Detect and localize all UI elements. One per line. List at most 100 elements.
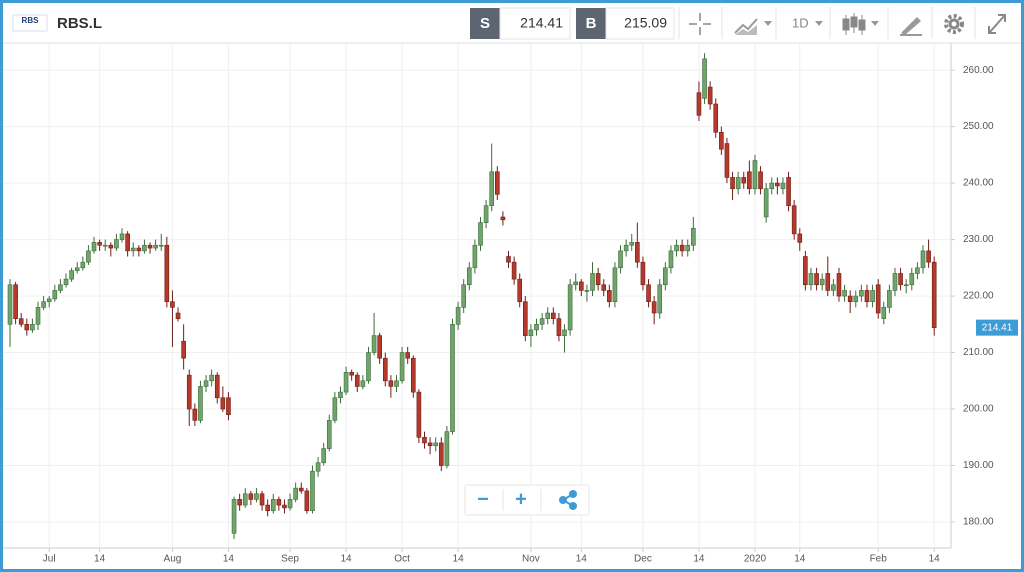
fullscreen-button[interactable] [988,14,1006,34]
timeframe-button[interactable]: 1D [792,15,823,30]
candle-body [7,284,13,325]
candle-body [74,267,80,271]
candle-body [86,250,91,263]
candle-body [679,244,685,252]
x-tick-label: Sep [281,554,299,565]
candle-body [130,247,136,252]
candle-body [545,312,551,319]
candle-body [214,374,220,399]
candle-body [13,284,18,319]
candle-body [707,86,713,105]
x-tick-label: Nov [522,554,540,565]
candle-body [433,442,438,447]
candle-body [265,504,270,512]
candle-body [881,307,887,319]
candle-body [30,324,35,331]
candle-body [612,267,618,303]
candle-body [416,391,422,438]
candle-body [836,273,842,297]
candle-body [343,372,349,393]
candle-style-button[interactable] [842,13,879,35]
candle-body [702,58,707,99]
y-tick-label: 260.00 [963,65,994,76]
candle-body [517,278,523,303]
buy-button[interactable]: B 215.09 [576,7,675,40]
candle-body [724,143,730,178]
candle-body [315,462,321,472]
candle-body [567,284,573,331]
candle-body [915,267,920,274]
y-tick-label: 210.00 [963,347,994,358]
zoom-panel [464,484,590,516]
candle-body [259,493,265,506]
buy-label: B [586,15,597,32]
candle-body [293,487,298,500]
candle-body [696,92,702,116]
zoom-out[interactable]: − [477,488,489,510]
candle-body [41,301,46,308]
x-tick-label: Aug [164,554,182,565]
candle-body [388,380,394,387]
candle-body [276,499,282,506]
candle-body [831,284,836,291]
y-tick-label: 240.00 [963,178,994,189]
candle-body [46,298,52,303]
x-tick-label: 14 [341,554,353,565]
candle-body [528,329,534,336]
draw-tools-button[interactable] [900,17,922,36]
candle-body [461,284,466,308]
candle-body [444,431,450,466]
candle-body [198,386,203,421]
candle-body [506,256,511,263]
candle-body [657,284,663,314]
candle-body [769,182,775,190]
chart-type-button[interactable] [734,18,772,35]
candle-body [119,233,125,240]
y-tick-label: 200.00 [963,404,994,415]
candle-body [651,301,657,314]
sell-price: 214.41 [520,15,563,31]
x-tick-label: 14 [576,554,588,565]
timeframe: 1D [792,15,809,30]
x-tick-label: 14 [223,554,235,565]
candle-body [713,103,719,133]
candle-body [909,273,915,286]
candle-body [69,270,74,280]
candle-body [399,352,405,382]
candle-body [573,281,579,286]
candle-body [35,307,41,325]
candle-body [758,171,763,190]
x-tick-label: 2020 [744,554,767,565]
candle-body [635,242,640,263]
candle-body [63,278,69,286]
logo [12,14,48,32]
candle-body [24,324,30,331]
candle-body [887,290,892,308]
candles [7,53,937,539]
candle-body [242,493,248,506]
candle-body [735,177,741,190]
x-tick-label: Jul [43,554,56,565]
candle-body [287,499,293,509]
candle-body [125,233,130,252]
sell-button[interactable]: S 214.41 [470,7,571,40]
candle-body [438,442,444,466]
sell-price-box [499,7,571,40]
share-button[interactable] [559,490,577,510]
candle-body [142,244,147,252]
candle-body [478,222,483,246]
candle-body [898,273,903,286]
candle-body [775,182,780,187]
candle-body [495,171,500,195]
y-tick-label: 180.00 [963,517,994,528]
crosshair-button[interactable] [689,13,711,35]
candle-body [175,312,181,319]
candle-body [354,374,360,387]
settings-button[interactable] [944,14,964,34]
candle-body [730,177,735,190]
chart-ui: RBS RBS.L S 214.41 B 215.09 1D [3,3,1021,565]
candle-body [579,281,584,291]
zoom-in[interactable]: + [515,488,527,510]
grid [3,43,951,548]
